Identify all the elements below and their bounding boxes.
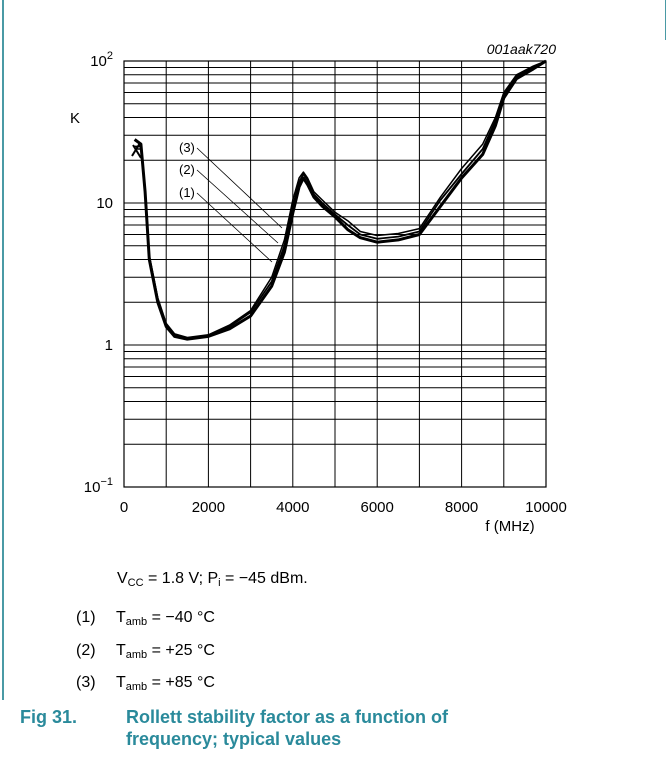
figure-label: Fig 31. xyxy=(20,707,78,727)
pi-subscript: i xyxy=(218,577,221,589)
chart-code: 001aak720 xyxy=(487,41,557,57)
y-tick-label: 1 xyxy=(105,337,113,354)
note-2: (2) Tamb = +25 °C xyxy=(76,642,215,661)
note-symbol: T xyxy=(116,609,126,626)
pi-value: = −45 dBm. xyxy=(220,570,308,587)
y-tick-label: 10−1 xyxy=(84,476,113,496)
plot-frame xyxy=(123,60,547,488)
figure-caption: Fig 31. Rollett stability factor as a fun… xyxy=(20,706,486,750)
y-tick-label: 10 xyxy=(96,195,113,212)
note-subscript: amb xyxy=(125,681,148,693)
vcc-subscript: CC xyxy=(127,577,144,589)
series-line-3 xyxy=(134,60,547,339)
chart-grid xyxy=(123,60,547,488)
series-line-2 xyxy=(134,60,547,339)
left-border xyxy=(2,0,4,700)
note-subscript: amb xyxy=(125,649,148,661)
note-number: (2) xyxy=(76,642,96,659)
series-leader-line xyxy=(196,169,279,244)
x-tick-label: 6000 xyxy=(361,499,394,516)
note-subscript: amb xyxy=(125,616,148,628)
series-leader-line xyxy=(196,192,273,263)
note-symbol: T xyxy=(116,674,126,691)
series-leader-line xyxy=(196,147,283,229)
note-3: (3) Tamb = +85 °C xyxy=(76,674,215,693)
chart-series xyxy=(131,59,547,341)
note-text: = −40 °C xyxy=(147,609,215,626)
x-tick-label: 4000 xyxy=(276,499,309,516)
conditions-caption: VCC = 1.8 V; Pi = −45 dBm. xyxy=(117,570,308,589)
series-label: (2) xyxy=(179,162,195,177)
note-1: (1) Tamb = −40 °C xyxy=(76,609,215,628)
chart: 0 2000 4000 6000 8000 10000 10−1 1 10 102 (3) (2) (1… xyxy=(70,41,567,535)
x-tick-label: 8000 xyxy=(445,499,478,516)
series-line-1 xyxy=(133,59,547,341)
chart-labels: 0 2000 4000 6000 8000 10000 10−1 1 10 102 (3) (2) (1… xyxy=(84,50,567,516)
note-text: = +25 °C xyxy=(147,642,215,659)
x-tick-label: 2000 xyxy=(192,499,225,516)
start-mark xyxy=(132,144,142,159)
series-label: (1) xyxy=(179,185,195,200)
series-label: (3) xyxy=(179,140,195,155)
figure-title: Rollett stability factor as a function o… xyxy=(126,707,449,749)
y-tick-label: 102 xyxy=(90,50,113,70)
vcc-symbol: V xyxy=(117,570,128,587)
x-tick-label: 0 xyxy=(120,499,128,516)
right-border xyxy=(665,0,666,40)
vcc-value: = 1.8 V; P xyxy=(143,570,219,587)
note-number: (3) xyxy=(76,674,96,691)
x-axis-label: f (MHz) xyxy=(485,518,534,535)
note-text: = +85 °C xyxy=(147,674,215,691)
note-number: (1) xyxy=(76,609,96,626)
y-axis-label: K xyxy=(70,110,80,127)
x-tick-label: 10000 xyxy=(525,499,567,516)
note-symbol: T xyxy=(116,642,126,659)
